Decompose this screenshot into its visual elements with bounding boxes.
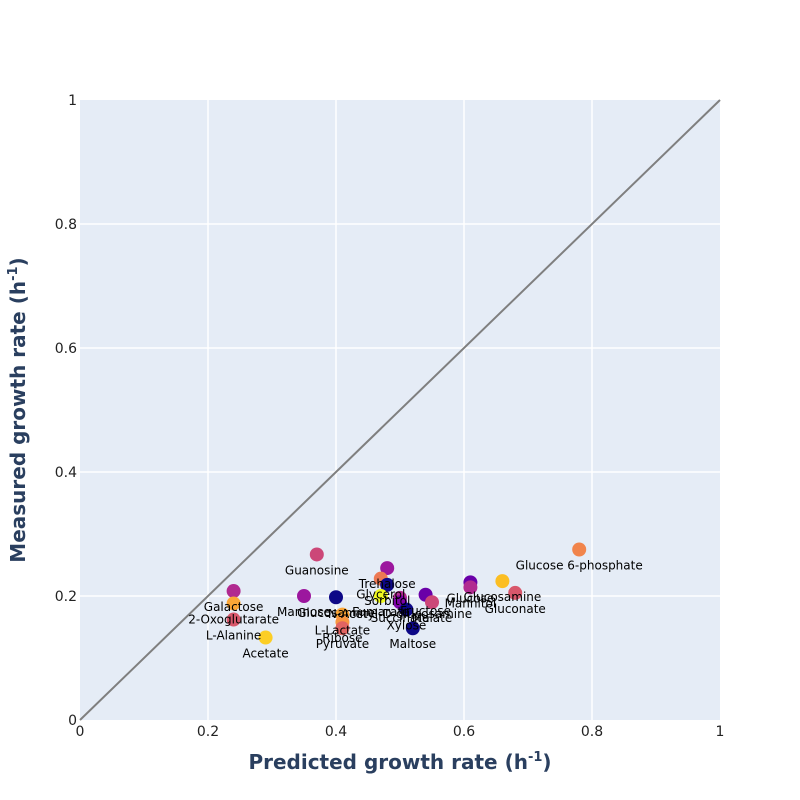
data-point [226,596,241,611]
y-tick-label: 0.4 [55,465,77,481]
data-point [405,621,420,636]
data-point [329,590,343,605]
point-label: Gluconate [485,602,546,616]
data-point [258,630,273,645]
data-point [335,621,350,636]
point-label: Xylose [387,619,427,633]
y-tick-label: 1 [68,93,77,109]
y-tick-label: 0.2 [55,589,77,605]
y-axis-title-text: Measured growth rate [6,311,30,562]
y-tick-label: 0.8 [55,217,77,233]
grid-lines [80,100,720,720]
x-axis-title-text: Predicted growth rate [248,750,497,774]
point-label: Fumarate [352,605,409,619]
data-point [380,577,395,592]
point-label: N-Acetyl-D-glucosamine [328,607,472,621]
x-tick-label: 0.8 [581,724,603,740]
data-point [463,580,478,595]
data-point [309,547,324,562]
data-point [425,595,439,610]
data-point [495,574,510,589]
data-point [508,585,523,600]
point-label: Glucosamine [297,606,375,620]
x-tick-label: 0.2 [197,724,219,740]
point-label: Maltose [389,637,436,651]
data-point [226,612,241,627]
point-labels: Glucose 6-phosphate Guanosine TrehaloseGly… [188,559,643,661]
point-label: Glycerol [356,588,405,602]
reference-diagonal-line [79,99,721,721]
x-tick-label: 0.4 [325,724,347,740]
point-label: Mannitol [445,596,497,610]
data-point [572,542,587,557]
point-label: Glucose [446,591,494,605]
data-points [226,542,587,645]
data-point [226,584,241,599]
point-label: Succinate [371,611,430,625]
data-point [399,602,414,617]
point-label: Sorbitol [364,594,410,608]
y-axis-unit-exp: -1 [6,266,21,280]
y-tick-label: 0 [68,713,77,729]
y-axis-unit-base: h [6,281,30,295]
point-label: L-Alanine [206,629,261,643]
point-label: Galactose [204,600,264,614]
x-axis-ticks: 0 0.2 0.4 0.6 0.8 1 [76,724,725,740]
point-label: Glucose 6-phosphate [516,559,643,573]
point-label: Acetate [243,647,289,661]
point-label: Glucosamine [464,590,542,604]
x-axis-unit-exp: -1 [528,750,542,765]
point-label: Fructose [400,604,451,618]
x-tick-label: 1 [716,724,725,740]
point-label: Guanosine [285,563,349,577]
data-point [380,561,395,576]
y-axis-title: Measured growth rate (h-1) [6,257,30,562]
y-tick-label: 0.6 [55,341,77,357]
point-label: Trehalose [358,577,416,591]
point-label: Pyruvate [316,637,369,651]
x-tick-label: 0.6 [453,724,475,740]
x-tick-label: 0 [76,724,85,740]
y-axis-ticks: 0 0.2 0.4 0.6 0.8 1 [55,93,77,729]
point-label: Malate [412,611,452,625]
point-label: Ribose [322,631,362,645]
x-axis-unit-base: h [514,750,528,774]
point-label: 2-Oxoglutarate [188,612,279,626]
data-point [297,589,311,603]
point-label: Mannose [277,605,331,619]
point-label: L-Lactate [315,624,371,638]
data-point [373,589,388,603]
x-axis-title: Predicted growth rate (h-1) [248,750,551,774]
